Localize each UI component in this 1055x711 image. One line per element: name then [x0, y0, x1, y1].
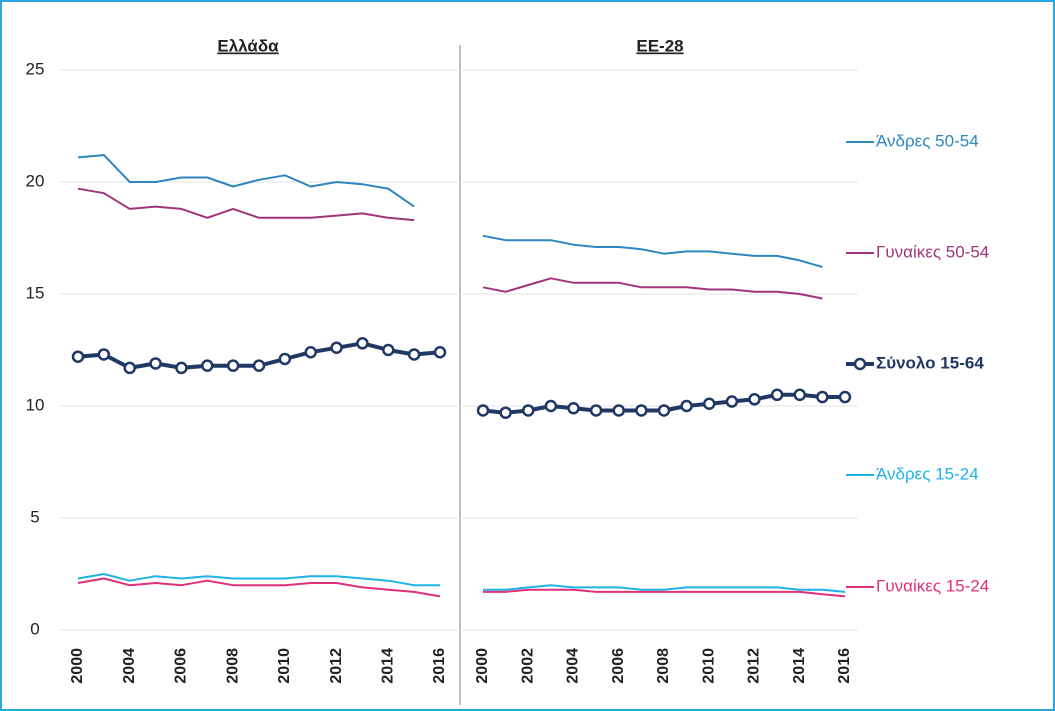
y-tick-label: 20 [26, 171, 45, 190]
marker [612, 404, 625, 417]
legend-marker [853, 357, 867, 371]
marker [201, 359, 214, 372]
marker [703, 397, 716, 411]
x-tick-label: 2014 [380, 648, 397, 684]
marker [544, 399, 558, 413]
marker [71, 350, 85, 363]
marker [382, 343, 395, 357]
marker [770, 388, 784, 402]
marker [816, 390, 829, 404]
marker [226, 359, 240, 372]
marker [522, 404, 535, 417]
marker [304, 345, 317, 359]
marker [476, 404, 490, 417]
series-line [483, 584, 846, 593]
marker [657, 404, 671, 417]
legend-label: Άνδρες 50-54 [876, 131, 979, 150]
marker [838, 390, 852, 404]
series-line [77, 154, 415, 208]
marker [252, 359, 266, 372]
marker [97, 348, 111, 361]
x-tick-label: 2010 [276, 648, 293, 684]
y-tick-label: 5 [30, 507, 39, 526]
x-tick-label: 2010 [700, 648, 717, 684]
series-line [482, 277, 823, 300]
marker [433, 345, 447, 359]
y-tick-label: 15 [26, 283, 45, 302]
marker [748, 393, 761, 406]
x-tick-label: 2004 [121, 648, 138, 684]
x-tick-label: 2014 [791, 648, 808, 684]
marker [793, 388, 806, 402]
legend-label: Σύνολο 15-64 [876, 353, 984, 372]
series-line [482, 234, 823, 269]
marker [499, 406, 512, 419]
x-tick-label: 2012 [328, 648, 345, 684]
x-tick-label: 2008 [224, 648, 241, 684]
y-tick-label: 25 [26, 59, 45, 78]
marker [725, 395, 739, 408]
x-tick-label: 2004 [565, 648, 582, 684]
marker [356, 337, 369, 350]
legend-label: Άνδρες 15-24 [876, 464, 979, 483]
x-tick-label: 2002 [519, 648, 536, 684]
x-tick-label: 2006 [173, 648, 190, 684]
series-line [77, 187, 415, 222]
y-tick-label: 10 [26, 395, 45, 414]
marker [123, 361, 136, 375]
marker [567, 401, 580, 415]
marker [635, 404, 648, 417]
legend-label: Γυναίκες 15-24 [876, 576, 989, 595]
series-line [77, 573, 440, 587]
panel-title: Ελλάδα [217, 36, 279, 55]
legend-label: Γυναίκες 50-54 [876, 242, 989, 261]
marker [589, 404, 603, 417]
x-tick-label: 2008 [655, 648, 672, 684]
marker [175, 361, 188, 375]
marker [330, 341, 343, 355]
x-tick-label: 2006 [610, 648, 627, 684]
y-tick-label: 0 [30, 619, 39, 638]
marker [278, 352, 292, 366]
x-tick-label: 2000 [474, 648, 491, 684]
marker [149, 357, 162, 370]
marker [407, 348, 421, 361]
x-tick-label: 2012 [746, 648, 763, 684]
panel-title: ΕΕ-28 [636, 36, 683, 55]
marker [680, 399, 693, 413]
x-tick-label: 2016 [836, 648, 853, 684]
x-tick-label: 2016 [431, 648, 448, 684]
x-tick-label: 2000 [69, 648, 86, 684]
series-line [483, 588, 846, 598]
series-line [77, 577, 441, 598]
